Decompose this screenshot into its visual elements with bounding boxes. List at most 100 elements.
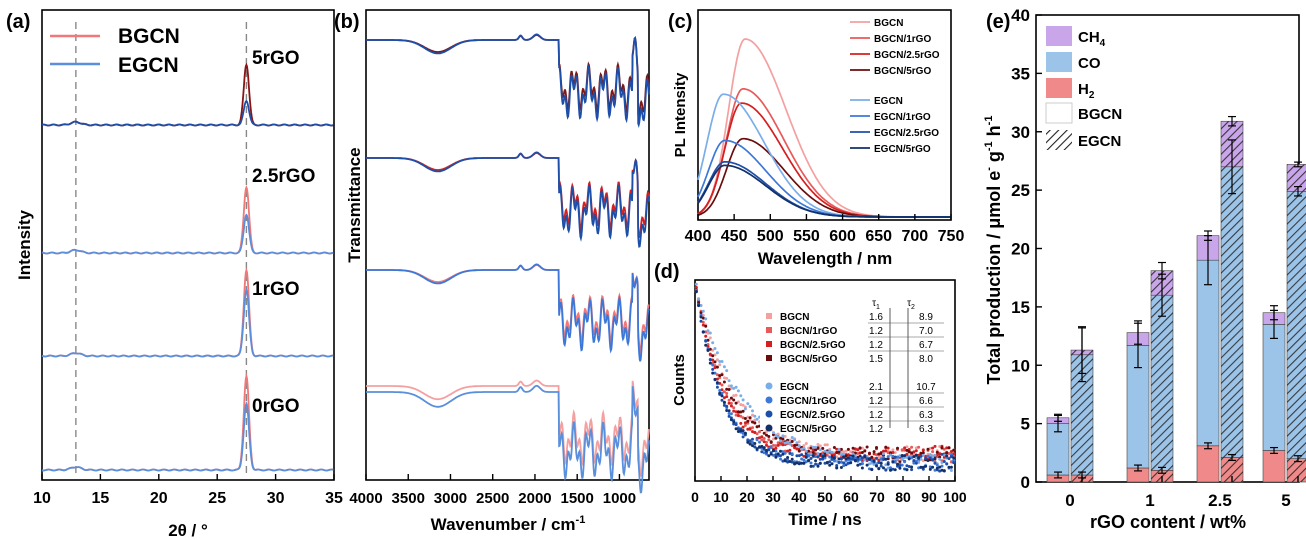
decay-point [776, 452, 780, 456]
decay-point [900, 454, 904, 458]
decay-point [825, 450, 829, 454]
decay-point [783, 434, 787, 438]
decay-point [860, 456, 864, 460]
decay-point [828, 460, 832, 464]
decay-point [774, 453, 778, 457]
x-tick-label: 10 [713, 489, 729, 505]
decay-point [933, 457, 937, 461]
decay-point [722, 390, 726, 394]
decay-point [942, 460, 946, 463]
panel-c-y-label: PL Intensity [672, 72, 689, 157]
decay-point [945, 454, 949, 458]
panel-a-y-label: Intensity [15, 210, 34, 280]
decay-point [783, 459, 787, 463]
decay-point [786, 440, 790, 444]
decay-point [949, 453, 953, 456]
decay-point [718, 363, 722, 367]
decay-point [868, 467, 871, 471]
decay-point [931, 465, 935, 469]
decay-point [790, 444, 794, 448]
table-tau1: 1.2 [869, 424, 883, 435]
decay-point [701, 313, 705, 317]
decay-point [842, 452, 846, 456]
decay-point [715, 381, 719, 385]
ftir-curve [366, 33, 650, 128]
decay-point [722, 365, 726, 369]
decay-point [720, 373, 724, 377]
legend-label: EGCN/5rGO [874, 144, 931, 155]
decay-point [760, 438, 764, 442]
y-tick-label: 35 [1011, 64, 1030, 83]
panel-a-stack-labels: 5rGO 2.5rGO 1rGO 0rGO [252, 48, 315, 417]
decay-point [835, 459, 839, 463]
decay-point [914, 446, 918, 450]
decay-point [800, 461, 804, 465]
bar-hatch [1287, 164, 1306, 192]
decay-point [711, 348, 715, 352]
decay-point [938, 465, 942, 469]
decay-point [758, 445, 761, 449]
decay-point [802, 454, 806, 458]
decay-point [706, 348, 710, 352]
x-tick-label: 3500 [392, 490, 425, 507]
decay-point [853, 454, 857, 458]
table-tau2: 6.3 [919, 424, 933, 435]
decay-point [699, 304, 703, 307]
x-tick-label: 80 [895, 489, 911, 505]
table-tau1: 1.2 [869, 326, 883, 337]
decay-point [952, 458, 956, 462]
panel-d-x-ticks: 0 10 20 30 40 50 60 70 80 90 100 [691, 476, 967, 505]
decay-point [947, 457, 951, 461]
panel-c-legend: BGCN BGCN/1rGO BGCN/2.5rGO BGCN/5rGO EGCN EGC… [850, 18, 940, 155]
panel-d-label: (d) [654, 261, 680, 283]
decay-point [718, 389, 722, 392]
pl-curve [697, 164, 951, 218]
decay-point [884, 457, 888, 461]
decay-point [711, 358, 715, 362]
decay-point [947, 452, 951, 455]
decay-point [718, 391, 722, 395]
decay-point [882, 449, 885, 453]
decay-point [865, 445, 869, 449]
decay-point [924, 456, 928, 460]
decay-point [788, 460, 792, 463]
decay-point [868, 457, 871, 461]
decay-point [743, 423, 747, 427]
decay-point [839, 447, 843, 451]
decay-point [931, 458, 935, 462]
decay-point [727, 379, 731, 383]
decay-point [856, 457, 860, 461]
decay-point [830, 462, 834, 466]
decay-point [835, 464, 839, 467]
decay-point [903, 448, 907, 452]
decay-point [811, 451, 815, 455]
decay-point [809, 452, 813, 456]
decay-point [748, 418, 752, 422]
xrd-curve-egcn [41, 100, 334, 127]
xrd-curve-bgcn [41, 372, 334, 472]
decay-point [760, 444, 764, 448]
decay-point [711, 341, 715, 345]
decay-point [910, 468, 914, 472]
decay-point [853, 451, 857, 455]
decay-point [732, 394, 736, 398]
decay-point [788, 448, 792, 452]
decay-point [741, 435, 745, 439]
ftir-curve [366, 384, 650, 494]
decay-point [704, 343, 708, 347]
decay-point [715, 377, 719, 381]
y-tick-label: 10 [1011, 356, 1030, 375]
decay-point [898, 466, 902, 470]
decay-point [891, 448, 895, 452]
decay-point [896, 457, 899, 461]
decay-point [889, 453, 892, 457]
decay-point [706, 338, 710, 342]
decay-point [870, 468, 874, 472]
panel-b-x-label: Wavenumber / cm-1 [431, 514, 586, 534]
decay-point [751, 426, 754, 430]
decay-point [823, 443, 827, 447]
table-marker-circle [765, 410, 773, 418]
x-tick-label: 2000 [518, 490, 551, 507]
decay-point [912, 461, 916, 465]
x-tick-label: 100 [943, 489, 967, 505]
